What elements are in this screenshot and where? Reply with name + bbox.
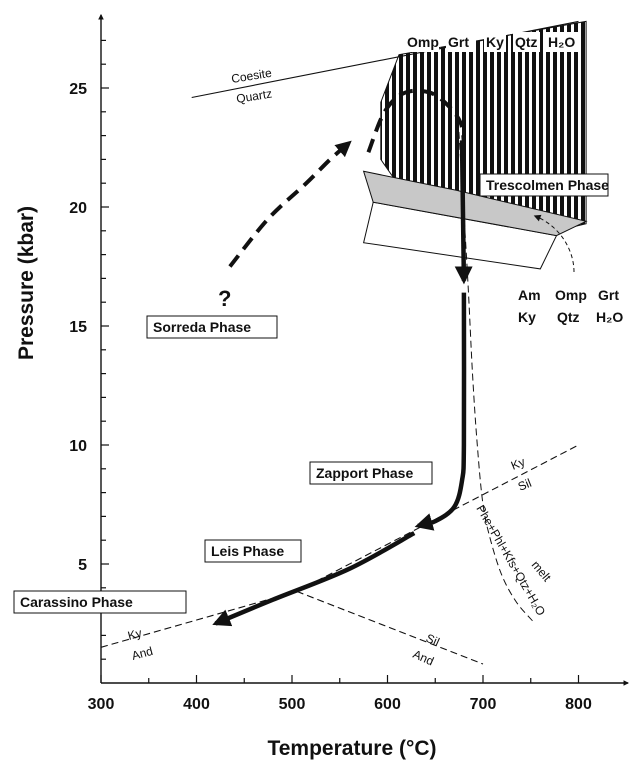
ky-sil-upper-sil: Sil: [516, 476, 534, 494]
svg-text:Ky: Ky: [486, 34, 504, 50]
peak-loop: [366, 88, 466, 154]
assemblage-pointer-arrow: [533, 214, 575, 273]
quartz-label: Quartz: [235, 87, 273, 106]
melt-label: melt: [529, 558, 555, 585]
question-mark: ?: [218, 286, 231, 311]
svg-text:Omp: Omp: [407, 34, 439, 50]
am-omp-grt-assemblage: Am Omp Grt Ky Qtz H₂O: [518, 287, 623, 325]
svg-text:Omp: Omp: [555, 287, 587, 303]
y-tick-label: 25: [69, 81, 87, 98]
ky-and-and: And: [130, 644, 154, 663]
svg-text:Carassino Phase: Carassino Phase: [20, 594, 133, 610]
svg-text:Ky: Ky: [518, 309, 536, 325]
trescolmen-phase-label: Trescolmen Phase: [479, 173, 609, 197]
svg-text:H₂O: H₂O: [548, 34, 575, 50]
x-axis-title: Temperature (°C): [267, 737, 436, 760]
x-tick-label: 300: [88, 696, 115, 713]
sorreda-phase-label: Sorreda Phase: [146, 315, 278, 339]
svg-text:Trescolmen Phase: Trescolmen Phase: [486, 177, 609, 193]
x-tick-label: 800: [565, 696, 592, 713]
trescolmen-decompression: [454, 140, 473, 285]
y-tick-label: 10: [69, 438, 87, 455]
pt-paths: [212, 88, 473, 627]
sil-and-line: [296, 590, 484, 665]
sil-and-and: And: [411, 647, 436, 668]
axes: 300 400 500 600 700 800 5 10 15 20 25: [69, 13, 630, 713]
coesite-label: Coesite: [230, 66, 273, 86]
x-tick-label: 400: [183, 696, 210, 713]
svg-text:Am: Am: [518, 287, 541, 303]
sil-and-sil: Sil: [424, 631, 442, 649]
svg-text:Grt: Grt: [598, 287, 619, 303]
trescolmen-grey: [362, 170, 588, 237]
y-tick-label: 15: [69, 319, 87, 336]
carassino-phase-label: Carassino Phase: [13, 590, 187, 614]
svg-text:Zapport Phase: Zapport Phase: [316, 465, 413, 481]
svg-text:Sorreda Phase: Sorreda Phase: [153, 319, 251, 335]
x-tick-label: 500: [279, 696, 306, 713]
svg-text:H₂O: H₂O: [596, 309, 623, 325]
zapport-decompression: [414, 292, 467, 531]
prograde-path: [228, 140, 352, 268]
svg-text:Qtz: Qtz: [515, 34, 538, 50]
ky-sil-upper-ky: Ky: [509, 455, 527, 473]
leis-phase-label: Leis Phase: [204, 539, 302, 563]
zapport-phase-label: Zapport Phase: [309, 461, 433, 485]
svg-text:Qtz: Qtz: [557, 309, 580, 325]
x-tick-label: 700: [470, 696, 497, 713]
fields-layer: [362, 20, 588, 270]
y-tick-label: 5: [78, 557, 87, 574]
x-tick-label: 600: [374, 696, 401, 713]
y-axis-title: Pressure (kbar): [15, 206, 38, 360]
hp-assemblage-label: Omp Grt Ky Qtz H₂O: [405, 32, 581, 52]
svg-text:Leis Phase: Leis Phase: [211, 543, 284, 559]
leis-carassino-cooling: [212, 531, 416, 627]
svg-text:Grt: Grt: [448, 34, 469, 50]
ky-and-line: [100, 590, 297, 648]
y-tick-label: 20: [69, 200, 87, 217]
ky-and-ky: Ky: [126, 626, 143, 643]
